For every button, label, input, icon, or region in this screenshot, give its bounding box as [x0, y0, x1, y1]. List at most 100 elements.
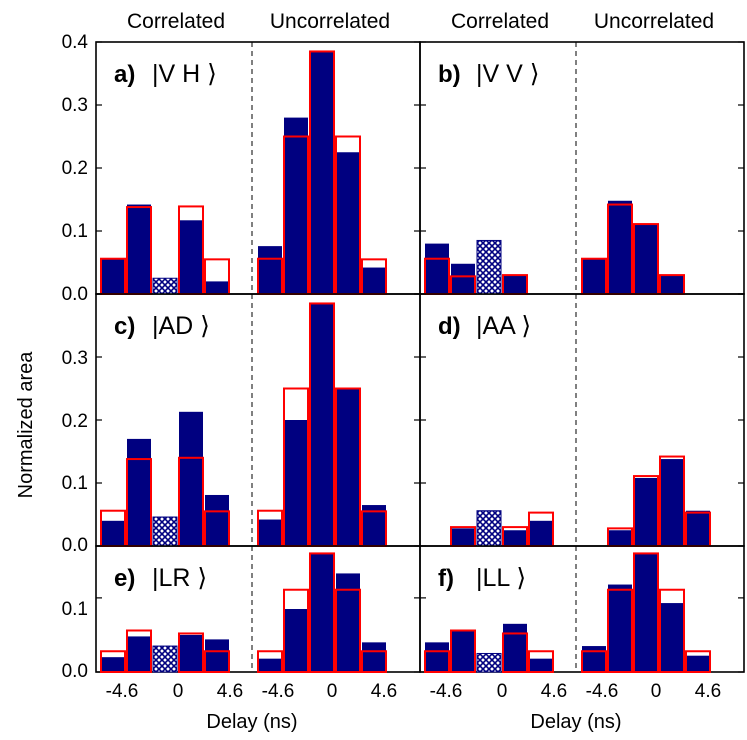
theory-bar: [450, 629, 476, 674]
measured-bar: [127, 636, 151, 672]
top-label-uncorrelated-left: Uncorrelated: [270, 10, 390, 33]
measured-bar: [634, 477, 658, 546]
panel-c: c) |AD ⟩: [95, 293, 421, 548]
measured-bar: [284, 420, 308, 546]
measured-bar: [310, 51, 334, 295]
state-label: |V V ⟩: [476, 60, 540, 88]
theory-bar: [335, 588, 361, 674]
panel-e: e) |LR ⟩: [95, 545, 421, 674]
panel-f: f) |LL ⟩: [419, 545, 745, 674]
measured-bar: [101, 258, 125, 294]
theory-bar: [685, 650, 711, 674]
x-ticks-right: -4.6 0 4.6 -4.6 0 4.6: [430, 681, 722, 702]
measured-bar: [476, 510, 502, 547]
measured-bar: [503, 623, 527, 672]
theory-bar: [204, 650, 230, 674]
state-label: |V H ⟩: [152, 60, 217, 88]
y-ticks-top: 0.0 0.1 0.2 0.3 0.4: [62, 32, 89, 305]
measured-bar: [634, 553, 658, 672]
theory-bar: [633, 552, 659, 673]
measured-bar: [503, 275, 527, 294]
measured-bar: [608, 200, 632, 294]
measured-bar: [152, 516, 178, 547]
theory-bar: [309, 552, 335, 673]
top-label-correlated-left: Correlated: [127, 10, 225, 33]
y-tick-label: 0.4: [62, 32, 89, 53]
measured-bar: [660, 603, 684, 672]
x-tick-label: 0: [497, 681, 508, 702]
measured-bar: [205, 281, 229, 294]
theory-bar: [361, 650, 387, 674]
measured-bar: [258, 658, 282, 672]
measured-bar: [529, 658, 553, 672]
theory-bar: [659, 588, 685, 674]
x-tick-label: -4.6: [430, 681, 463, 702]
top-label-uncorrelated-right: Uncorrelated: [594, 10, 714, 33]
x-tick-label: -4.6: [106, 681, 139, 702]
measured-bar: [451, 630, 475, 672]
measured-bar: [608, 530, 632, 546]
panel-label: a): [114, 61, 135, 88]
panel-label: d): [438, 313, 461, 340]
measured-bar: [152, 277, 178, 295]
measured-bar: [451, 263, 475, 294]
x-tick-label: 0: [327, 681, 338, 702]
measured-bar: [284, 609, 308, 672]
measured-bar: [660, 275, 684, 294]
x-tick-label: -4.6: [262, 681, 295, 702]
theory-bar: [607, 588, 633, 674]
y-tick-label: 0.2: [62, 158, 88, 179]
measured-bar: [152, 645, 178, 673]
measured-bar: [425, 642, 449, 672]
y-ticks-mid: 0.0 0.1 0.2 0.3: [62, 348, 88, 556]
measured-bar: [686, 510, 710, 546]
measured-bar: [179, 634, 203, 672]
theory-bar: [126, 629, 152, 674]
panel-b: b) |V V ⟩: [419, 41, 745, 296]
x-tick-label: 4.6: [541, 681, 567, 702]
measured-bar: [179, 220, 203, 294]
panel-a: a) |V H ⟩: [95, 41, 421, 296]
x-axis-title-left: Delay (ns): [206, 711, 297, 733]
measured-bar: [660, 459, 684, 546]
measured-bar: [336, 152, 360, 294]
measured-bar: [101, 657, 125, 672]
panel-frame: [419, 293, 745, 547]
measured-bar: [101, 520, 125, 546]
measured-bar: [127, 204, 151, 294]
y-tick-label: 0.3: [62, 348, 88, 369]
theory-bar: [178, 632, 204, 673]
x-tick-label: 0: [651, 681, 662, 702]
theory-bar: [283, 588, 309, 674]
measured-bar: [127, 438, 151, 546]
measured-bar: [529, 520, 553, 546]
theory-bar: [581, 650, 607, 674]
measured-bar: [686, 655, 710, 672]
measured-bar: [608, 584, 632, 672]
y-tick-label: 0.0: [62, 661, 88, 682]
measured-bar: [476, 239, 502, 295]
panel-label: e): [114, 565, 135, 592]
y-tick-label: 0.2: [62, 411, 88, 432]
state-label: |AD ⟩: [152, 312, 210, 340]
theory-bar: [528, 650, 554, 674]
y-tick-label: 0.0: [62, 284, 88, 305]
measured-bar: [258, 519, 282, 546]
y-tick-label: 0.3: [62, 95, 88, 116]
x-tick-label: 0: [173, 681, 184, 702]
measured-bar: [362, 642, 386, 672]
measured-bar: [425, 243, 449, 294]
measured-bar: [503, 530, 527, 546]
x-tick-label: 4.6: [371, 681, 397, 702]
x-tick-label: 4.6: [695, 681, 721, 702]
y-tick-label: 0.1: [62, 221, 88, 242]
measured-bar: [336, 388, 360, 546]
measured-bar: [634, 224, 658, 294]
panel-frame: [419, 41, 745, 295]
x-tick-label: 4.6: [217, 681, 243, 702]
panel-d: d) |AA ⟩: [419, 293, 745, 548]
measured-bar: [205, 639, 229, 672]
x-axis-title-right: Delay (ns): [530, 711, 621, 733]
measured-bar: [476, 652, 502, 673]
